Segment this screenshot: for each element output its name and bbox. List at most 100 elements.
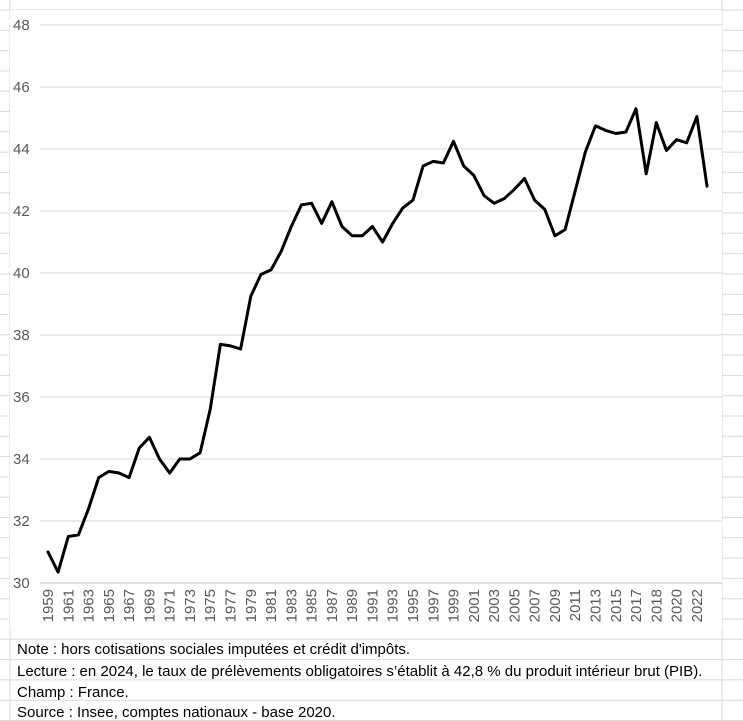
- x-tick-label: 2022: [689, 589, 706, 622]
- data-point: [117, 471, 120, 474]
- x-tick-label: 2017: [628, 589, 645, 622]
- data-point: [604, 129, 607, 132]
- y-tick-label: 48: [13, 17, 30, 34]
- x-tick-label: 1969: [141, 589, 158, 622]
- data-point: [564, 228, 567, 231]
- x-tick-label: 1997: [425, 589, 442, 622]
- data-point: [614, 132, 617, 135]
- data-point: [635, 107, 638, 110]
- x-tick-label: 1999: [446, 589, 463, 622]
- x-tick-label: 2009: [547, 589, 564, 622]
- data-point: [432, 160, 435, 163]
- x-tick-label: 1963: [81, 589, 98, 622]
- y-tick-label: 38: [13, 327, 30, 344]
- data-point: [290, 225, 293, 228]
- data-point: [523, 177, 526, 180]
- data-point: [543, 208, 546, 211]
- data-point: [401, 206, 404, 209]
- data-point: [645, 172, 648, 175]
- source-note-line: Source : Insee, comptes nationaux - base…: [17, 704, 336, 721]
- data-point: [584, 151, 587, 154]
- x-tick-label: 1977: [222, 589, 239, 622]
- y-tick-label: 40: [13, 265, 30, 282]
- data-point: [97, 476, 100, 479]
- y-tick-label: 30: [13, 575, 30, 592]
- data-point: [675, 138, 678, 141]
- data-point: [320, 222, 323, 225]
- y-tick-label: 44: [13, 141, 30, 158]
- data-point: [77, 533, 80, 536]
- x-tick-label: 1959: [40, 589, 57, 622]
- data-point: [199, 451, 202, 454]
- note-line: Note : hors cotisations sociales imputée…: [17, 641, 411, 658]
- x-tick-label: 1995: [405, 589, 422, 622]
- reading-note-line: Lecture : en 2024, le taux de prélèvemen…: [17, 663, 703, 680]
- x-tick-label: 2020: [669, 589, 686, 622]
- data-point: [665, 149, 668, 152]
- data-point: [209, 408, 212, 411]
- data-point: [391, 222, 394, 225]
- data-point: [259, 273, 262, 276]
- x-tick-label: 2003: [486, 589, 503, 622]
- x-tick-label: 1991: [364, 589, 381, 622]
- data-point: [330, 200, 333, 203]
- data-point: [685, 141, 688, 144]
- data-point: [67, 535, 70, 538]
- data-point: [148, 436, 151, 439]
- x-tick-label: 2001: [466, 589, 483, 622]
- data-point: [422, 165, 425, 168]
- x-tick-label: 1975: [202, 589, 219, 622]
- x-tick-label: 2015: [608, 589, 625, 622]
- x-tick-label: 1967: [121, 589, 138, 622]
- data-point: [310, 202, 313, 205]
- data-point: [107, 470, 110, 473]
- x-tick-label: 1989: [344, 589, 361, 622]
- data-point: [178, 458, 181, 461]
- data-point: [655, 121, 658, 124]
- y-tick-label: 42: [13, 203, 30, 220]
- scope-note-line: Champ : France.: [17, 684, 129, 701]
- data-point: [47, 551, 50, 554]
- data-point: [341, 225, 344, 228]
- data-point: [361, 234, 364, 237]
- data-point: [553, 234, 556, 237]
- x-tick-label: 2018: [648, 589, 665, 622]
- data-point: [188, 458, 191, 461]
- data-point: [574, 189, 577, 192]
- data-point: [87, 507, 90, 510]
- y-tick-label: 32: [13, 513, 30, 530]
- data-point: [270, 268, 273, 271]
- data-point: [462, 165, 465, 168]
- x-tick-label: 1993: [385, 589, 402, 622]
- x-tick-label: 1979: [243, 589, 260, 622]
- chart-axes: [40, 24, 722, 584]
- x-tick-label: 2005: [506, 589, 523, 622]
- y-tick-label: 46: [13, 79, 30, 96]
- data-point: [493, 202, 496, 205]
- x-tick-label: 1961: [60, 589, 77, 622]
- x-tick-label: 1965: [101, 589, 118, 622]
- chart-area: [10, 10, 722, 630]
- data-point: [706, 185, 709, 188]
- series-line-path: [46, 107, 709, 574]
- x-tick-label: 2013: [587, 589, 604, 622]
- x-tick-label: 1981: [263, 589, 280, 622]
- data-point: [472, 174, 475, 177]
- data-point: [482, 194, 485, 197]
- data-point: [371, 225, 374, 228]
- x-tick-label: 1985: [304, 589, 321, 622]
- data-point: [158, 458, 161, 461]
- data-point: [219, 343, 222, 346]
- data-point: [229, 344, 232, 347]
- data-point: [513, 188, 516, 191]
- data-point: [624, 130, 627, 133]
- y-tick-label: 36: [13, 389, 30, 406]
- data-point: [300, 203, 303, 206]
- data-point: [411, 199, 414, 202]
- data-point: [280, 250, 283, 253]
- data-point: [594, 124, 597, 127]
- data-point: [533, 199, 536, 202]
- data-point: [168, 471, 171, 474]
